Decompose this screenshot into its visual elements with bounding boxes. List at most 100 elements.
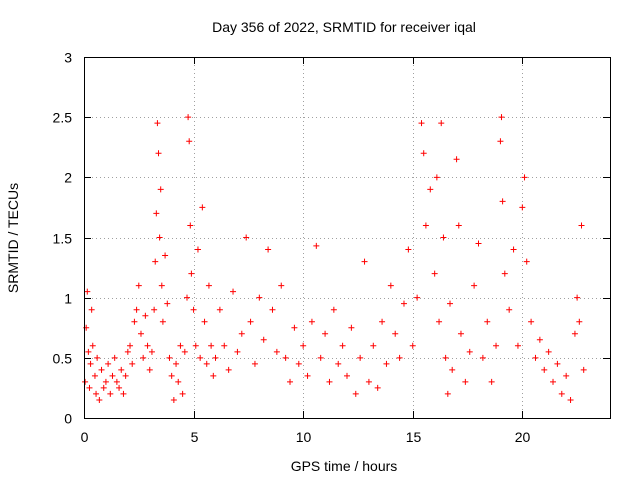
data-point: [576, 318, 583, 325]
data-point: [444, 390, 451, 397]
data-point: [357, 354, 364, 361]
data-point: [168, 372, 175, 379]
data-point: [427, 186, 434, 193]
data-point: [574, 294, 581, 301]
data-point: [91, 372, 98, 379]
data-point: [438, 120, 445, 127]
chart-title: Day 356 of 2022, SRMTID for receiver iqa…: [212, 19, 476, 35]
data-point: [265, 246, 272, 253]
data-point: [493, 342, 500, 349]
data-point: [431, 270, 438, 277]
x-tick-label: 15: [406, 429, 422, 445]
data-point: [107, 390, 114, 397]
data-point: [422, 222, 429, 229]
data-point: [523, 258, 530, 265]
data-point: [162, 252, 169, 259]
data-point: [455, 222, 462, 229]
data-point: [457, 330, 464, 337]
data-point: [230, 288, 237, 295]
data-point: [506, 306, 513, 313]
data-point: [501, 270, 508, 277]
data-point: [387, 282, 394, 289]
data-point: [488, 378, 495, 385]
data-point: [278, 282, 285, 289]
y-tick-label: 2: [64, 170, 72, 186]
data-point: [282, 354, 289, 361]
data-point: [201, 318, 208, 325]
data-point: [519, 204, 526, 211]
data-point: [498, 114, 505, 121]
data-point: [157, 186, 164, 193]
data-point: [499, 198, 506, 205]
data-point: [383, 360, 390, 367]
data-point: [479, 354, 486, 361]
data-point: [100, 384, 107, 391]
data-point: [120, 390, 127, 397]
data-point: [348, 324, 355, 331]
data-point: [175, 378, 182, 385]
data-point: [93, 390, 100, 397]
data-point: [118, 366, 125, 373]
data-point: [179, 390, 186, 397]
data-point: [521, 174, 528, 181]
data-point: [192, 342, 199, 349]
data-point: [420, 150, 427, 157]
data-point: [269, 306, 276, 313]
data-point: [251, 360, 258, 367]
data-point: [140, 354, 147, 361]
data-point: [210, 372, 217, 379]
data-point: [326, 378, 333, 385]
data-point: [466, 348, 473, 355]
data-point: [89, 342, 96, 349]
data-point: [88, 306, 95, 313]
data-point: [392, 330, 399, 337]
data-point: [339, 342, 346, 349]
data-point: [151, 306, 158, 313]
y-tick-label: 1: [64, 291, 72, 307]
y-tick-label: 2.5: [53, 110, 73, 126]
data-point: [532, 354, 539, 361]
data-point: [436, 318, 443, 325]
data-point: [405, 246, 412, 253]
data-point: [379, 318, 386, 325]
data-point: [94, 354, 101, 361]
data-point: [122, 372, 129, 379]
data-point: [563, 372, 570, 379]
data-point: [484, 318, 491, 325]
data-point: [414, 294, 421, 301]
data-point: [203, 360, 210, 367]
data-point: [221, 342, 228, 349]
data-point: [580, 366, 587, 373]
data-point: [194, 246, 201, 253]
plot-frame: [84, 57, 611, 419]
data-point: [335, 360, 342, 367]
data-point: [396, 354, 403, 361]
data-point: [155, 150, 162, 157]
data-point: [418, 120, 425, 127]
data-point: [295, 360, 302, 367]
data-point: [142, 312, 149, 319]
data-point: [124, 348, 131, 355]
data-point: [317, 354, 324, 361]
x-tick-label: 5: [191, 429, 199, 445]
data-point: [185, 114, 192, 121]
data-point: [260, 336, 267, 343]
data-point: [304, 372, 311, 379]
data-point: [131, 318, 138, 325]
data-point: [352, 390, 359, 397]
data-point: [188, 270, 195, 277]
data-point: [84, 288, 91, 295]
grid: [84, 57, 610, 418]
data-point: [225, 366, 232, 373]
x-tick-label: 10: [296, 429, 312, 445]
data-point: [190, 306, 197, 313]
data-point: [129, 360, 136, 367]
data-point: [177, 342, 184, 349]
data-point: [148, 348, 155, 355]
data-point: [462, 378, 469, 385]
data-point: [158, 282, 165, 289]
data-point: [528, 318, 535, 325]
data-point: [550, 378, 557, 385]
data-point: [85, 348, 92, 355]
data-point: [96, 396, 103, 403]
